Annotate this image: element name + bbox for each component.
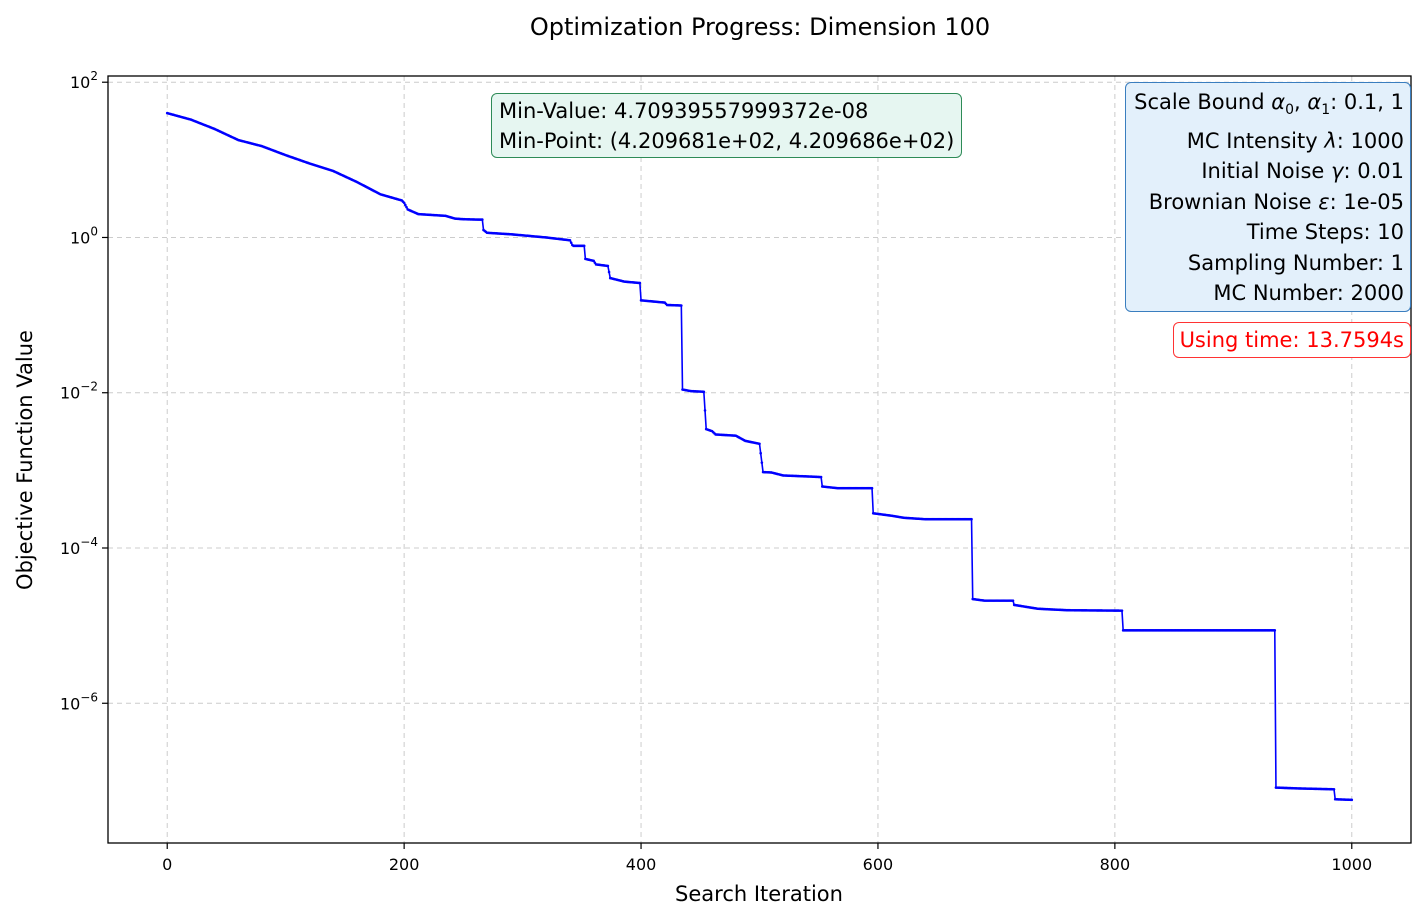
y-tick-exponent: −4 xyxy=(80,535,98,549)
param-scale-bound: Scale Bound α0, α1: 0.1, 1 xyxy=(1134,90,1404,119)
series-point xyxy=(1350,798,1354,802)
y-tick-base: 10 xyxy=(60,539,80,558)
y-tick-exponent: −2 xyxy=(80,380,98,394)
y-tick-base: 10 xyxy=(60,384,80,403)
series-point xyxy=(404,203,407,207)
x-axis-label: Search Iteration xyxy=(675,882,843,906)
series-point xyxy=(607,270,611,274)
series-point xyxy=(759,451,762,455)
series-point xyxy=(405,205,408,209)
series-point xyxy=(702,390,706,394)
x-tick-label: 0 xyxy=(162,855,172,874)
x-tick-label: 1000 xyxy=(1331,855,1372,874)
x-tick-label: 400 xyxy=(626,855,657,874)
series-point xyxy=(970,517,973,521)
series-point xyxy=(569,241,573,244)
series-point xyxy=(606,264,610,268)
x-tick-label: 800 xyxy=(1100,855,1131,874)
series-point xyxy=(703,409,707,412)
series-point xyxy=(819,475,823,479)
param-scale-bound-value: : 0.1, 1 xyxy=(1330,90,1404,114)
plot-frame xyxy=(107,75,1412,844)
param-scale-bound-label: Scale Bound xyxy=(1134,90,1265,114)
y-tick-label: 100 xyxy=(70,224,98,247)
param-brownian-noise: Brownian Noise ε: 1e-05 xyxy=(1148,189,1404,214)
series-point xyxy=(638,281,642,285)
y-tick-label: 102 xyxy=(70,69,98,92)
using-time-annotation: Using time: 13.7594s xyxy=(1172,322,1411,358)
series-point xyxy=(870,486,874,490)
y-tick-label: 10−4 xyxy=(60,535,98,558)
param-initial-noise-label: Initial Noise xyxy=(1201,159,1325,184)
min-value-annotation: Min-Value: 4.70939557999372e-08 Min-Poin… xyxy=(491,93,963,158)
using-time-text: Using time: 13.7594s xyxy=(1179,328,1404,352)
chart-title: Optimization Progress: Dimension 100 xyxy=(530,13,990,41)
param-sampling-number: Sampling Number: 1 xyxy=(1187,250,1404,275)
series-point xyxy=(402,201,406,205)
series-point xyxy=(1011,599,1015,602)
param-initial-noise-value: : 0.01 xyxy=(1343,159,1404,184)
series-point xyxy=(760,461,764,464)
param-initial-noise: Initial Noise γ: 0.01 xyxy=(1201,159,1404,184)
series-point xyxy=(1332,787,1336,791)
param-brownian-noise-value: : 1e-05 xyxy=(1329,189,1404,214)
series-point xyxy=(680,304,683,307)
param-mc-intensity-label: MC Intensity xyxy=(1186,128,1318,153)
param-time-steps: Time Steps: 10 xyxy=(1246,220,1404,245)
y-tick-exponent: −6 xyxy=(80,690,98,704)
param-mc-intensity: MC Intensity λ: 1000 xyxy=(1186,128,1404,153)
param-mc-intensity-value: : 1000 xyxy=(1336,128,1404,153)
y-axis-label: Objective Function Value xyxy=(13,330,37,590)
min-point-text: Min-Point: (4.209681e+02, 4.209686e+02) xyxy=(499,129,955,153)
param-mc-number: MC Number: 2000 xyxy=(1213,281,1404,306)
parameters-annotation: Scale Bound α0, α1: 0.1, 1 MC Intensity … xyxy=(1125,82,1411,312)
min-value-text: Min-Value: 4.70939557999372e-08 xyxy=(499,99,869,123)
y-tick-exponent: 0 xyxy=(90,224,98,238)
y-tick-label: 10−6 xyxy=(60,690,98,713)
y-tick-exponent: 2 xyxy=(90,69,98,83)
series-point xyxy=(582,244,586,248)
x-tick-label: 600 xyxy=(863,855,894,874)
y-tick-label: 10−2 xyxy=(60,380,98,403)
series-point xyxy=(568,238,572,242)
series-point xyxy=(481,218,484,221)
x-tick-label: 200 xyxy=(389,855,420,874)
series-group xyxy=(165,111,1354,802)
grid-lines xyxy=(108,76,1411,843)
series-point xyxy=(1120,609,1124,612)
y-tick-base: 10 xyxy=(60,694,80,713)
series-point xyxy=(758,442,761,446)
param-brownian-noise-label: Brownian Noise xyxy=(1148,189,1312,214)
y-tick-base: 10 xyxy=(70,228,90,247)
y-tick-base: 10 xyxy=(70,73,90,92)
x-axis: 0 200 400 600 800 1000 xyxy=(162,843,1372,874)
series-point xyxy=(1273,629,1277,632)
